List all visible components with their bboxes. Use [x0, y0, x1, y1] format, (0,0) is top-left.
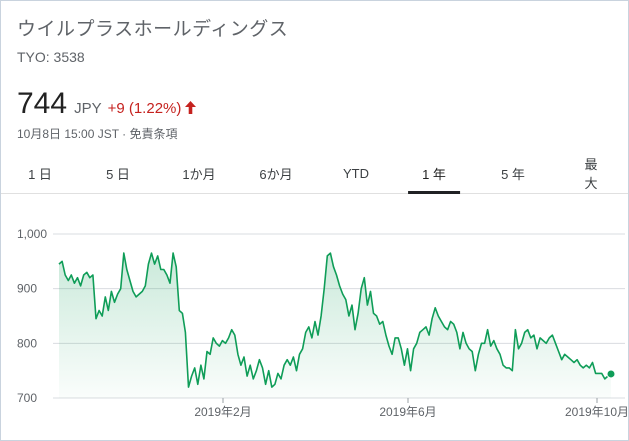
- y-tick-label: 700: [17, 391, 37, 405]
- price-change: +9 (1.22%): [107, 100, 182, 117]
- current-price-dot: [606, 369, 616, 379]
- tab-1-year[interactable]: 1 年: [408, 153, 460, 194]
- current-price: 744: [17, 87, 68, 120]
- tab-ytd[interactable]: YTD: [343, 165, 369, 181]
- time-range-tabs: 1 日 5 日 1か月 6か月 YTD 1 年 5 年 最大: [1, 153, 628, 194]
- tab-1-day[interactable]: 1 日: [28, 166, 52, 182]
- quote-timestamp: 10月8日 15:00 JST · 免責条項: [17, 127, 178, 141]
- tab-6-month[interactable]: 6か月: [259, 166, 293, 182]
- y-tick-label: 1,000: [17, 227, 47, 241]
- tab-max[interactable]: 最大: [584, 157, 598, 191]
- x-tick-label: 2019年10月: [565, 405, 628, 419]
- x-tick-label: 2019年2月: [194, 405, 251, 419]
- y-tick-label: 900: [17, 282, 37, 296]
- arrow-up-icon: [185, 101, 197, 114]
- ticker-symbol: TYO: 3538: [17, 49, 85, 65]
- tab-5-year[interactable]: 5 年: [501, 166, 525, 182]
- price-chart[interactable]: 1,000 900 800 700 2019年2月 2019年6月 2019年10月: [1, 201, 628, 440]
- company-name: ウイルプラスホールディングス: [17, 19, 289, 40]
- tab-1-month[interactable]: 1か月: [182, 166, 216, 182]
- price-row: 744 JPY +9 (1.22%): [17, 87, 197, 121]
- x-tick-label: 2019年6月: [379, 405, 436, 419]
- tab-5-day[interactable]: 5 日: [106, 166, 130, 182]
- price-chart-svg: 1,000 900 800 700 2019年2月 2019年6月 2019年10月: [17, 227, 628, 419]
- y-tick-label: 800: [17, 336, 37, 350]
- price-series-line: [58, 252, 612, 388]
- currency-code: JPY: [74, 100, 102, 117]
- price-area-fill: [59, 253, 611, 398]
